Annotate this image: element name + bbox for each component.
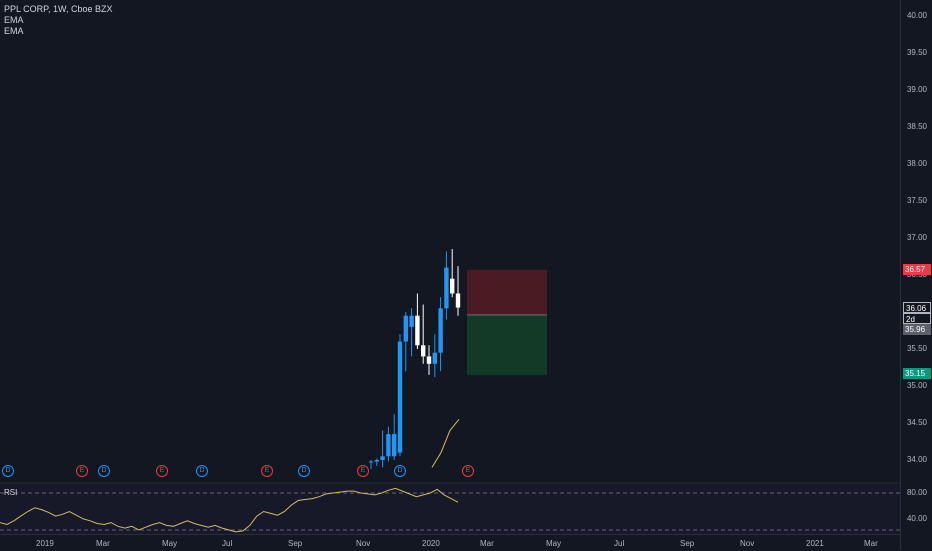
price-tick: 34.00 <box>906 455 927 464</box>
price-chart[interactable] <box>0 0 900 550</box>
rsi-pane <box>0 484 900 534</box>
price-tick: 34.50 <box>906 418 927 427</box>
rsi-series <box>0 487 459 533</box>
time-tick: May <box>546 539 562 548</box>
time-tick: Sep <box>288 539 303 548</box>
time-tick: Mar <box>96 539 110 548</box>
candle-body[interactable] <box>450 278 455 294</box>
symbol-title[interactable]: PPL CORP, 1W, Cboe BZX <box>4 4 113 14</box>
chart-legend: PPL CORP, 1W, Cboe BZX EMA EMA <box>4 4 113 37</box>
candle-body[interactable] <box>409 315 414 327</box>
bar-countdown-tag: 2d 10h <box>903 313 931 335</box>
candle-body[interactable] <box>415 315 420 346</box>
candle-body[interactable] <box>386 434 391 457</box>
price-axis[interactable]: 40.0039.5039.0038.5038.0037.5037.0036.50… <box>900 0 932 550</box>
time-tick: Mar <box>480 539 494 548</box>
dividend-marker[interactable]: D <box>2 465 14 477</box>
candle-body[interactable] <box>397 341 403 453</box>
earnings-marker[interactable]: E <box>76 465 88 477</box>
ema-series <box>431 418 460 468</box>
candle-body[interactable] <box>368 461 374 463</box>
time-tick: 2020 <box>422 539 440 548</box>
rsi-axis-80: 80.00 <box>906 488 927 497</box>
ema-legend-2[interactable]: EMA <box>4 26 24 36</box>
rsi-axis-40: 40.00 <box>906 514 927 523</box>
candle-body[interactable] <box>455 293 461 308</box>
price-tick: 37.00 <box>906 233 927 242</box>
earnings-marker[interactable]: E <box>261 465 273 477</box>
candle-body[interactable] <box>403 315 408 342</box>
time-tick: Jul <box>222 539 233 548</box>
price-tick: 39.00 <box>906 85 927 94</box>
candlestick-series <box>368 249 461 469</box>
candle-body[interactable] <box>444 267 449 309</box>
time-tick: Nov <box>356 539 371 548</box>
dividend-marker[interactable]: D <box>98 465 110 477</box>
candle-body[interactable] <box>392 434 397 457</box>
rsi-legend[interactable]: RSI <box>4 488 18 497</box>
rsi-line <box>0 487 459 533</box>
price-tick: 37.50 <box>906 196 927 205</box>
price-tick: 38.50 <box>906 122 927 131</box>
entry-price-tag: 35.96 <box>903 324 931 335</box>
risk-reward-tool[interactable] <box>467 269 547 375</box>
dividend-marker[interactable]: D <box>298 465 310 477</box>
candle-body[interactable] <box>374 460 379 462</box>
candle-body[interactable] <box>421 345 426 357</box>
candle-body[interactable] <box>426 356 432 364</box>
candle-body[interactable] <box>432 352 437 364</box>
price-tick: 35.50 <box>906 344 927 353</box>
price-tick: 40.00 <box>906 11 927 20</box>
stop-loss-price-tag: 36.57 <box>903 264 931 275</box>
candle-body[interactable] <box>380 456 385 460</box>
current-price-tag: 36.06 <box>903 302 931 313</box>
candle-body[interactable] <box>438 308 443 353</box>
time-tick: Nov <box>740 539 755 548</box>
ema-line <box>431 418 460 468</box>
dividend-marker[interactable]: D <box>196 465 208 477</box>
take-profit-zone[interactable] <box>467 314 547 375</box>
price-tick: 38.00 <box>906 159 927 168</box>
dividend-marker[interactable]: D <box>394 465 406 477</box>
earnings-marker[interactable]: E <box>156 465 168 477</box>
time-tick: Mar <box>864 539 878 548</box>
price-tick: 35.00 <box>906 381 927 390</box>
ema-legend-1[interactable]: EMA <box>4 15 24 25</box>
time-tick: Jul <box>614 539 625 548</box>
take-profit-price-tag: 35.15 <box>903 368 931 379</box>
time-tick: 2019 <box>36 539 54 548</box>
price-tick: 39.50 <box>906 48 927 57</box>
time-axis[interactable]: 2019 Mar May Jul Sep Nov 2020 Mar May Jul Sep Nov 20… <box>0 534 900 551</box>
earnings-marker[interactable]: E <box>357 465 369 477</box>
stop-loss-zone[interactable] <box>467 269 547 315</box>
time-tick: Sep <box>680 539 695 548</box>
time-tick: 2021 <box>806 539 824 548</box>
earnings-marker[interactable]: E <box>462 465 474 477</box>
time-tick: May <box>162 539 178 548</box>
